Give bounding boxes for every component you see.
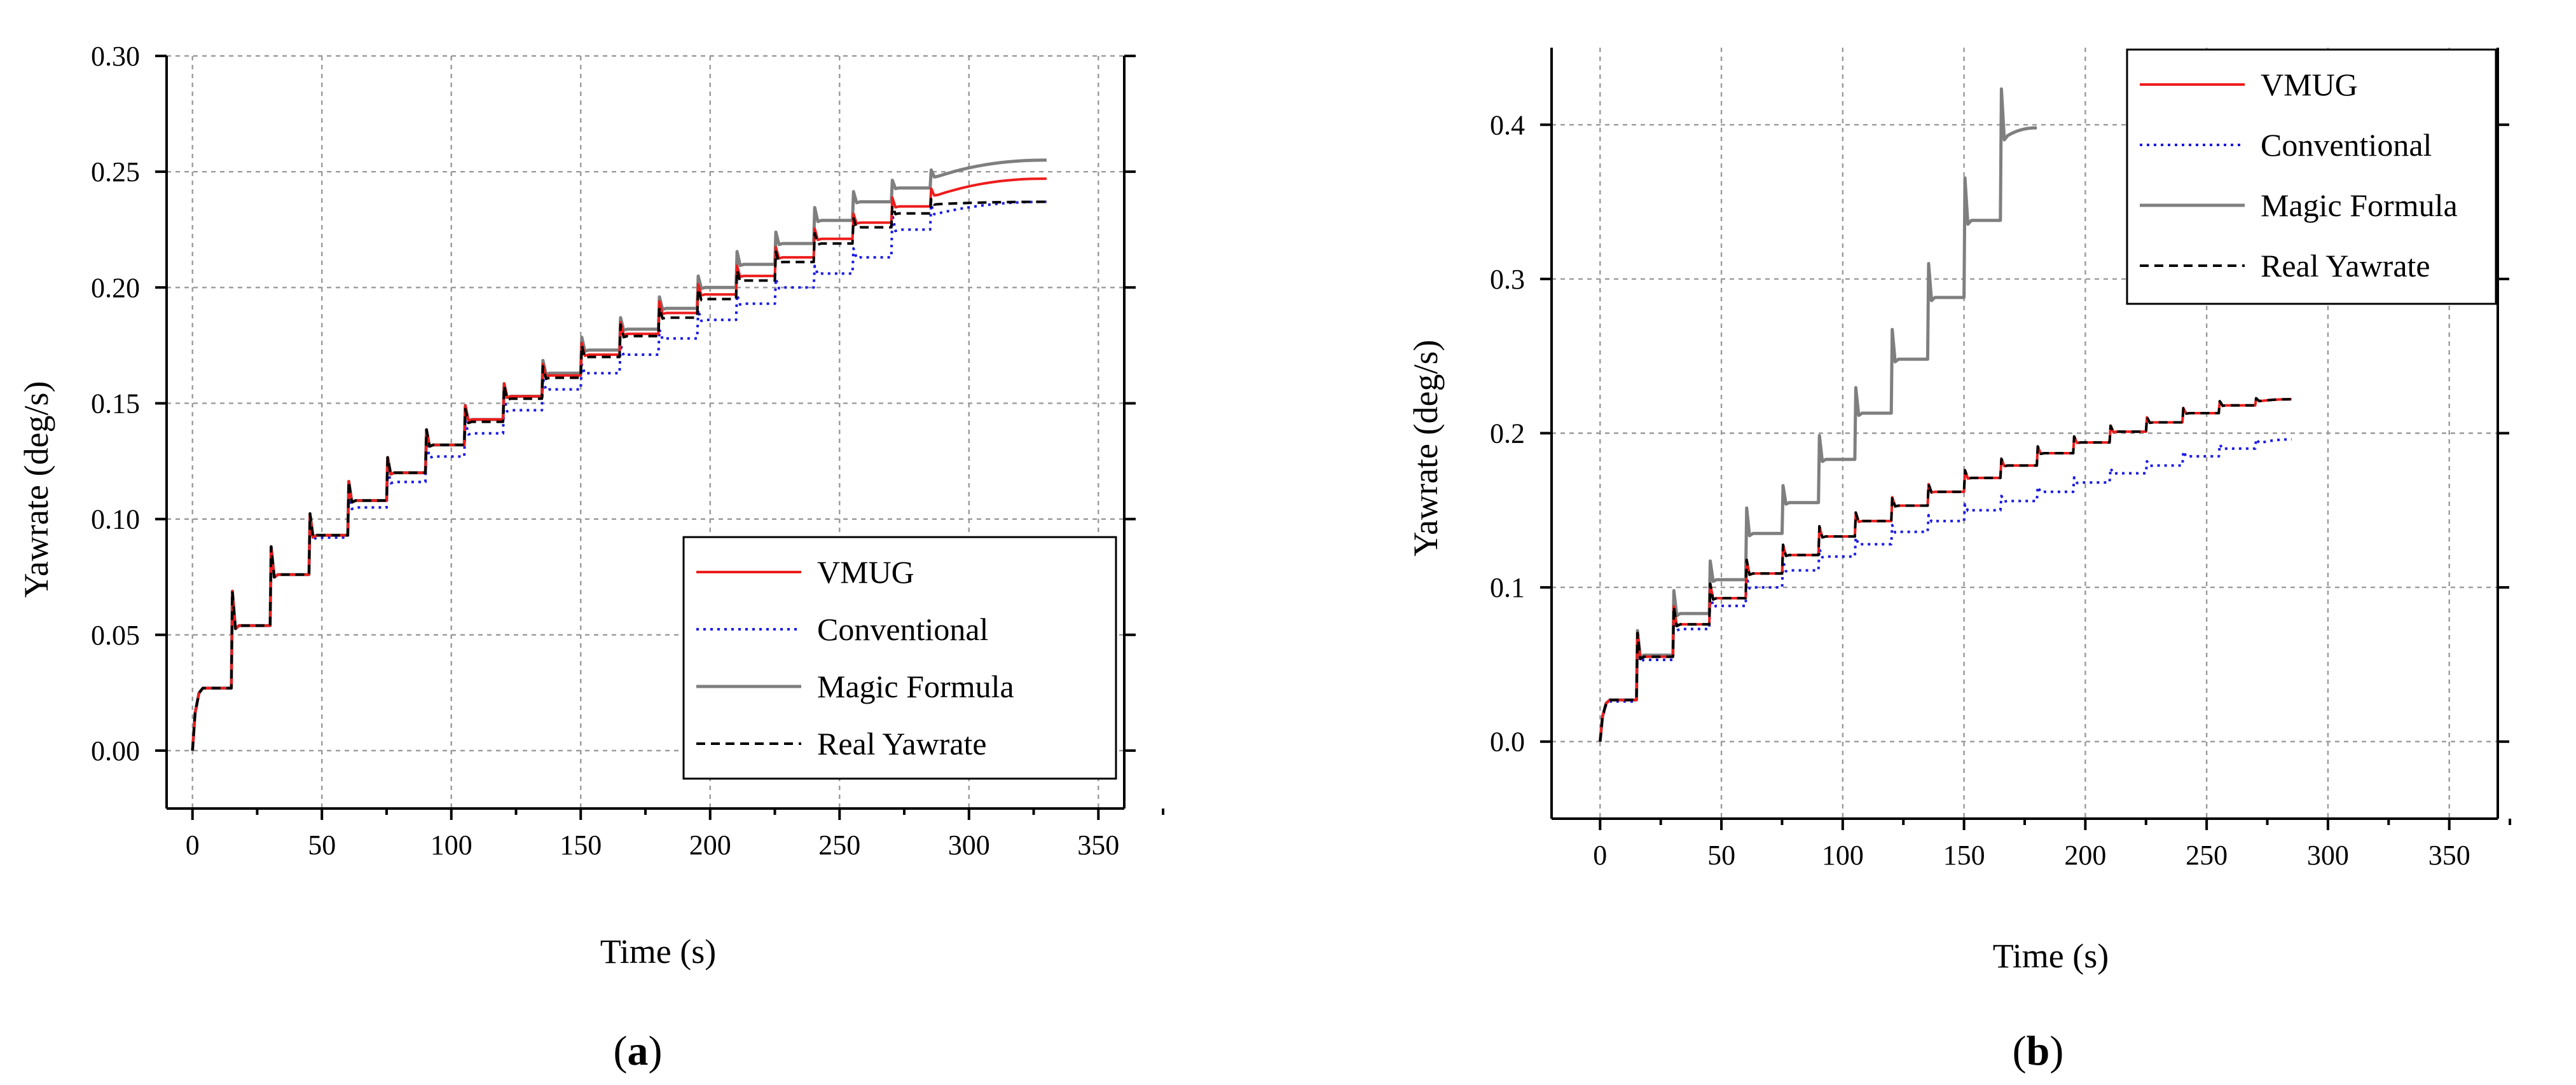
panel-b-x-axis-title: Time (s) [1993, 937, 2109, 975]
panel-a-legend-label-magic-formula: Magic Formula [817, 669, 1014, 704]
panel-b-x-tick-label: 250 [2186, 840, 2228, 871]
panel-b-legend: VMUG Conventional Magic Formula Real Yawrat… [2126, 48, 2497, 305]
panel-a-x-tick-label: 0 [186, 829, 200, 861]
panel-b-series-magic-formula [1598, 87, 2037, 742]
panel-a-chart: 0 50 100 150 200 250 300 350 0.00 0.05 0.10 0.15 0.2… [17, 41, 1165, 971]
panel-b-series-conventional [1599, 437, 2292, 742]
panel-b-chart: 0 50 100 150 200 250 300 350 0.0 0.1 0.2 0.3 0.4 Tim… [1407, 48, 2512, 975]
panel-b-legend-box [2126, 48, 2497, 305]
panel-b-x-tick-label: 150 [1943, 840, 1985, 871]
panel-b-y-tick-label: 0.4 [1490, 109, 1525, 140]
panel-a-y-tick-label: 0.15 [91, 388, 140, 419]
panel-a-x-tick-label: 300 [948, 829, 990, 861]
panel-a-y-tick-label: 0.20 [91, 272, 140, 303]
panel-b-legend-label-real-yawrate: Real Yawrate [2261, 248, 2430, 283]
panel-b-y-tick-label: 0.1 [1490, 572, 1525, 603]
panel-b-y-tick-label: 0.3 [1490, 264, 1525, 295]
panel-b-legend-label-vmug: VMUG [2261, 67, 2358, 102]
panel-a-x-tick-label: 350 [1077, 829, 1119, 861]
panel-b-x-tick-label: 350 [2428, 840, 2470, 871]
panel-a-x-tick-label: 150 [560, 829, 602, 861]
panel-b-x-tick-label: 0 [1593, 840, 1607, 871]
panel-a-legend-label-real-yawrate: Real Yawrate [817, 726, 987, 761]
panel-a-x-tick-label: 50 [308, 829, 336, 861]
panel-a-legend-box [682, 536, 1117, 780]
panel-b-y-tick-label: 0.2 [1490, 418, 1525, 449]
panel-b-y-axis-title: Yawrate (deg/s) [1407, 340, 1445, 557]
panel-a-y-tick-label: 0.30 [91, 41, 140, 72]
panel-a-series-real-yawrate [191, 198, 1047, 751]
panel-b-x-tick-label: 50 [1707, 840, 1735, 871]
panel-a-legend-label-vmug: VMUG [817, 554, 914, 590]
panel-b-x-tick-label: 200 [2064, 840, 2106, 871]
panel-b-series-group [1598, 87, 2292, 742]
panel-a-series-group [191, 158, 1047, 751]
panel-b-legend-label-conventional: Conventional [2261, 127, 2432, 163]
panel-a-x-tick-label: 100 [430, 829, 472, 861]
panel-a-x-axis-title: Time (s) [600, 932, 717, 971]
panel-a-y-tick-label: 0.00 [91, 735, 140, 767]
panel-b-label: (b) [2013, 1028, 2064, 1074]
panel-b-x-tick-label: 100 [1822, 840, 1864, 871]
panel-a-x-tick-label: 200 [689, 829, 731, 861]
panel-a-y-axis-title: Yawrate (deg/s) [17, 381, 55, 598]
panel-a-y-tick-label: 0.10 [91, 504, 140, 535]
panel-b-tick-labels: 0 50 100 150 200 250 300 350 0.0 0.1 0.2 0.3 0.4 [1490, 109, 2512, 871]
panel-a-legend-label-conventional: Conventional [817, 611, 988, 647]
panel-b-x-tick-label: 300 [2307, 840, 2349, 871]
panel-b-series-real-yawrate [1599, 397, 2292, 742]
panel-b-y-tick-label: 0.0 [1490, 727, 1525, 758]
panel-a-legend: VMUG Conventional Magic Formula Real Yawrat… [682, 536, 1117, 780]
panel-a-y-tick-label: 0.25 [91, 156, 140, 188]
panel-a-tick-labels: 0 50 100 150 200 250 300 350 0.00 0.05 0.10 0.15 0.2… [91, 41, 1165, 861]
panel-a-x-tick-label: 250 [818, 829, 860, 861]
panel-b-legend-label-magic-formula: Magic Formula [2261, 188, 2458, 223]
panel-a-y-tick-label: 0.05 [91, 620, 140, 651]
panel-a-label: (a) [614, 1028, 663, 1074]
